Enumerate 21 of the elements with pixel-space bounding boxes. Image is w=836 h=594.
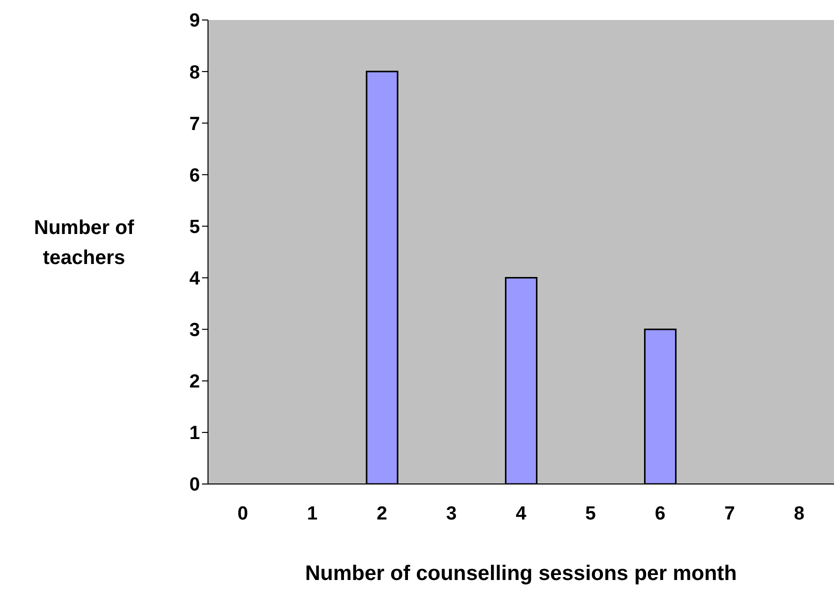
x-axis-title: Number of counselling sessions per month [305, 562, 737, 585]
x-tick-label: 6 [654, 503, 666, 524]
x-tick-label: 5 [585, 503, 596, 524]
x-tick-label: 2 [376, 503, 388, 524]
y-tick-label: 2 [189, 372, 200, 393]
x-tick-label: 7 [724, 503, 735, 524]
x-tick-label: 3 [446, 503, 457, 524]
y-tick-label: 4 [189, 268, 200, 290]
y-tick-label: 6 [189, 165, 200, 186]
y-axis-title: Number of teachers [33, 216, 136, 271]
y-tick-label: 0 [189, 474, 200, 496]
y-tick-label: 3 [189, 320, 200, 342]
y-tick-label: 7 [189, 114, 200, 135]
x-tick-label: 1 [307, 503, 318, 524]
y-tick-label: 8 [189, 62, 200, 84]
x-tick-label: 4 [516, 503, 527, 524]
x-tick-label: 0 [237, 503, 248, 524]
y-tick-label: 1 [189, 423, 200, 444]
y-tick-label: 5 [189, 216, 200, 238]
y-tick-label: 9 [189, 10, 200, 32]
x-tick-label: 8 [794, 503, 805, 524]
